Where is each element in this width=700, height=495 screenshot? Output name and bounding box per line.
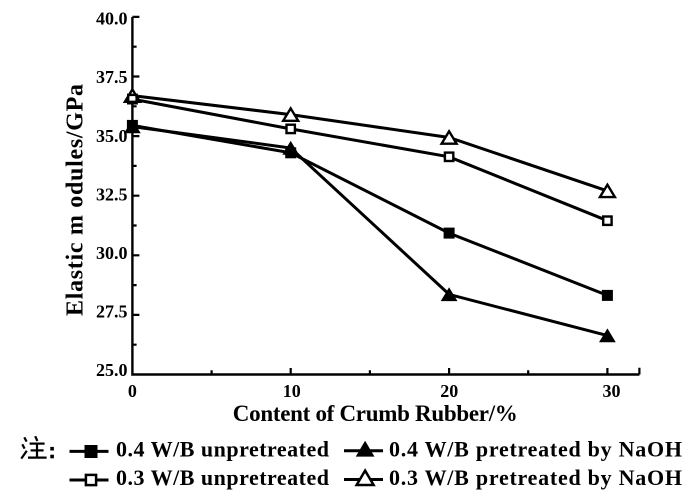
svg-text:32.5: 32.5: [96, 184, 128, 204]
svg-text:35.0: 35.0: [96, 126, 128, 146]
svg-text:37.5: 37.5: [96, 67, 128, 87]
svg-text:20: 20: [440, 381, 458, 401]
svg-text:0.3 W/B pretreated by NaOH: 0.3 W/B pretreated by NaOH: [389, 465, 682, 490]
svg-text:30.0: 30.0: [96, 243, 128, 263]
svg-text:Elastic m odules/GPa: Elastic m odules/GPa: [63, 84, 89, 316]
svg-text:0: 0: [128, 381, 137, 401]
svg-text:0.4 W/B pretreated by NaOH: 0.4 W/B pretreated by NaOH: [389, 437, 682, 462]
svg-text:0.3 W/B unpretreated: 0.3 W/B unpretreated: [116, 465, 329, 490]
svg-text:25.0: 25.0: [96, 360, 128, 380]
svg-text:10: 10: [283, 381, 301, 401]
svg-text:27.5: 27.5: [96, 301, 128, 321]
svg-text:40.0: 40.0: [96, 9, 128, 29]
svg-text:Content of Crumb Rubber/%: Content of Crumb Rubber/%: [233, 401, 518, 426]
svg-text:0.4 W/B unpretreated: 0.4 W/B unpretreated: [116, 437, 329, 462]
svg-text:30: 30: [603, 381, 621, 401]
